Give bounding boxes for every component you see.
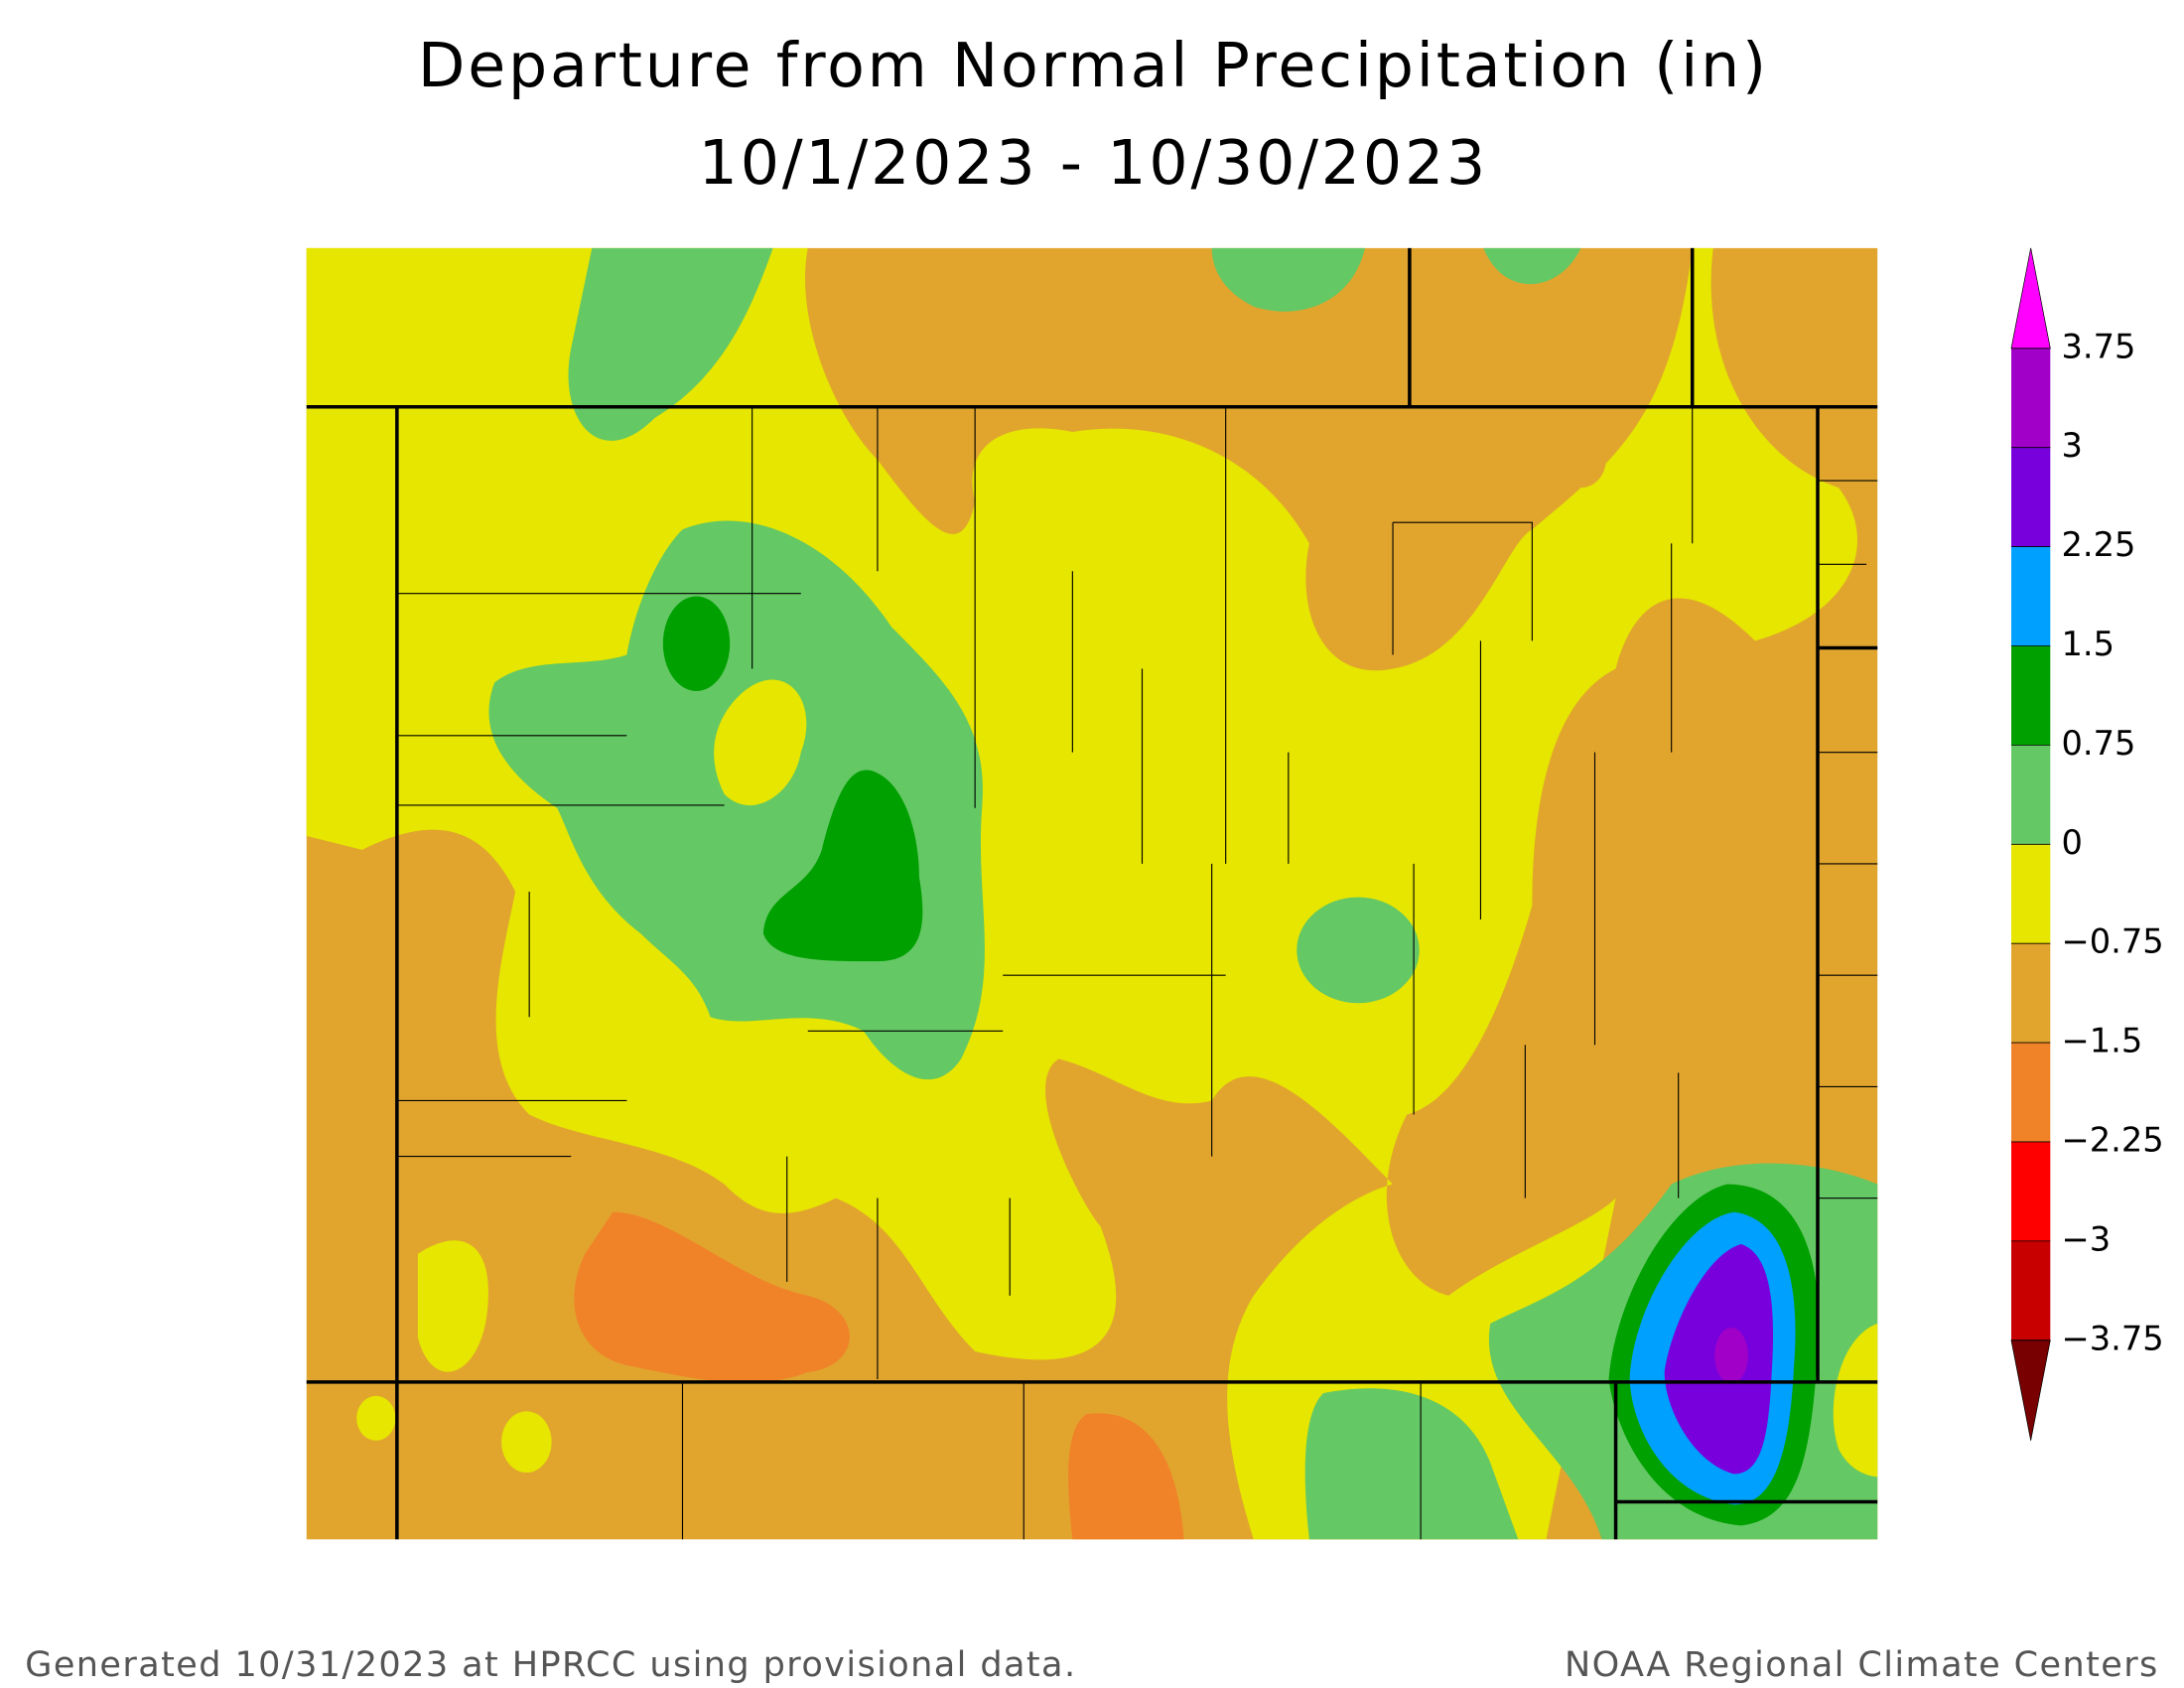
colorbar-label: 2.25	[2062, 525, 2136, 564]
footer-right: NOAA Regional Climate Centers	[1565, 1644, 2159, 1685]
county-lines	[396, 406, 1878, 1540]
map	[306, 247, 1878, 1540]
colorbar-label: 0	[2062, 823, 2083, 862]
colorbar-label: 1.5	[2062, 625, 2116, 663]
colorbar-bin	[2011, 943, 2051, 1044]
colorbar-over	[2010, 247, 2051, 350]
colorbar-label: 3.75	[2062, 327, 2136, 365]
shade-area	[1556, 431, 1606, 489]
colorbar-bin	[2011, 844, 2051, 944]
colorbar-under	[2010, 1339, 2051, 1441]
colorbar-bin	[2011, 645, 2051, 746]
shade-area	[1483, 247, 1581, 285]
shade-area	[1304, 1388, 1519, 1540]
colorbar-label: 0.75	[2062, 724, 2136, 763]
state-boundaries	[306, 247, 1878, 1540]
shade-area	[501, 1411, 552, 1474]
shade-area	[662, 596, 731, 691]
shade-area	[762, 770, 923, 962]
colorbar-label: −1.5	[2062, 1022, 2143, 1060]
shade-area	[1297, 897, 1420, 1004]
shade-area	[714, 679, 807, 806]
shade-area	[1068, 1413, 1184, 1540]
footer-left: Generated 10/31/2023 at HPRCC using prov…	[25, 1644, 1076, 1685]
colorbar-label: −3	[2062, 1219, 2112, 1258]
colorbar-bin	[2011, 1043, 2051, 1142]
colorbar-label: −3.75	[2062, 1319, 2164, 1357]
shade-area	[568, 247, 773, 441]
shade-area	[356, 1395, 396, 1441]
colorbar-bin	[2011, 1240, 2051, 1340]
colorbar-bin	[2011, 546, 2051, 646]
title: Departure from Normal Precipitation (in)	[418, 30, 1769, 101]
colorbar-bin	[2011, 447, 2051, 547]
colorbar-bin	[2011, 745, 2051, 845]
shade-area	[1714, 1328, 1748, 1384]
subtitle: 10/1/2023 - 10/30/2023	[699, 127, 1488, 199]
colorbar: 3.75 3 2.25 1.5 0.75 0 −0.75 −1.5 −2.25 −3 −3.75	[2010, 247, 2164, 1441]
shade-area	[306, 417, 369, 544]
colorbar-label: 3	[2062, 426, 2083, 465]
colorbar-label: −0.75	[2062, 922, 2164, 961]
shade-area	[417, 1240, 488, 1372]
shade-area	[574, 1211, 850, 1383]
colorbar-label: −2.25	[2062, 1120, 2164, 1159]
shade-area	[1833, 1323, 1878, 1477]
colorbar-bin	[2011, 1141, 2051, 1241]
colorbar-bin	[2011, 348, 2051, 448]
shade-area	[1211, 247, 1365, 312]
